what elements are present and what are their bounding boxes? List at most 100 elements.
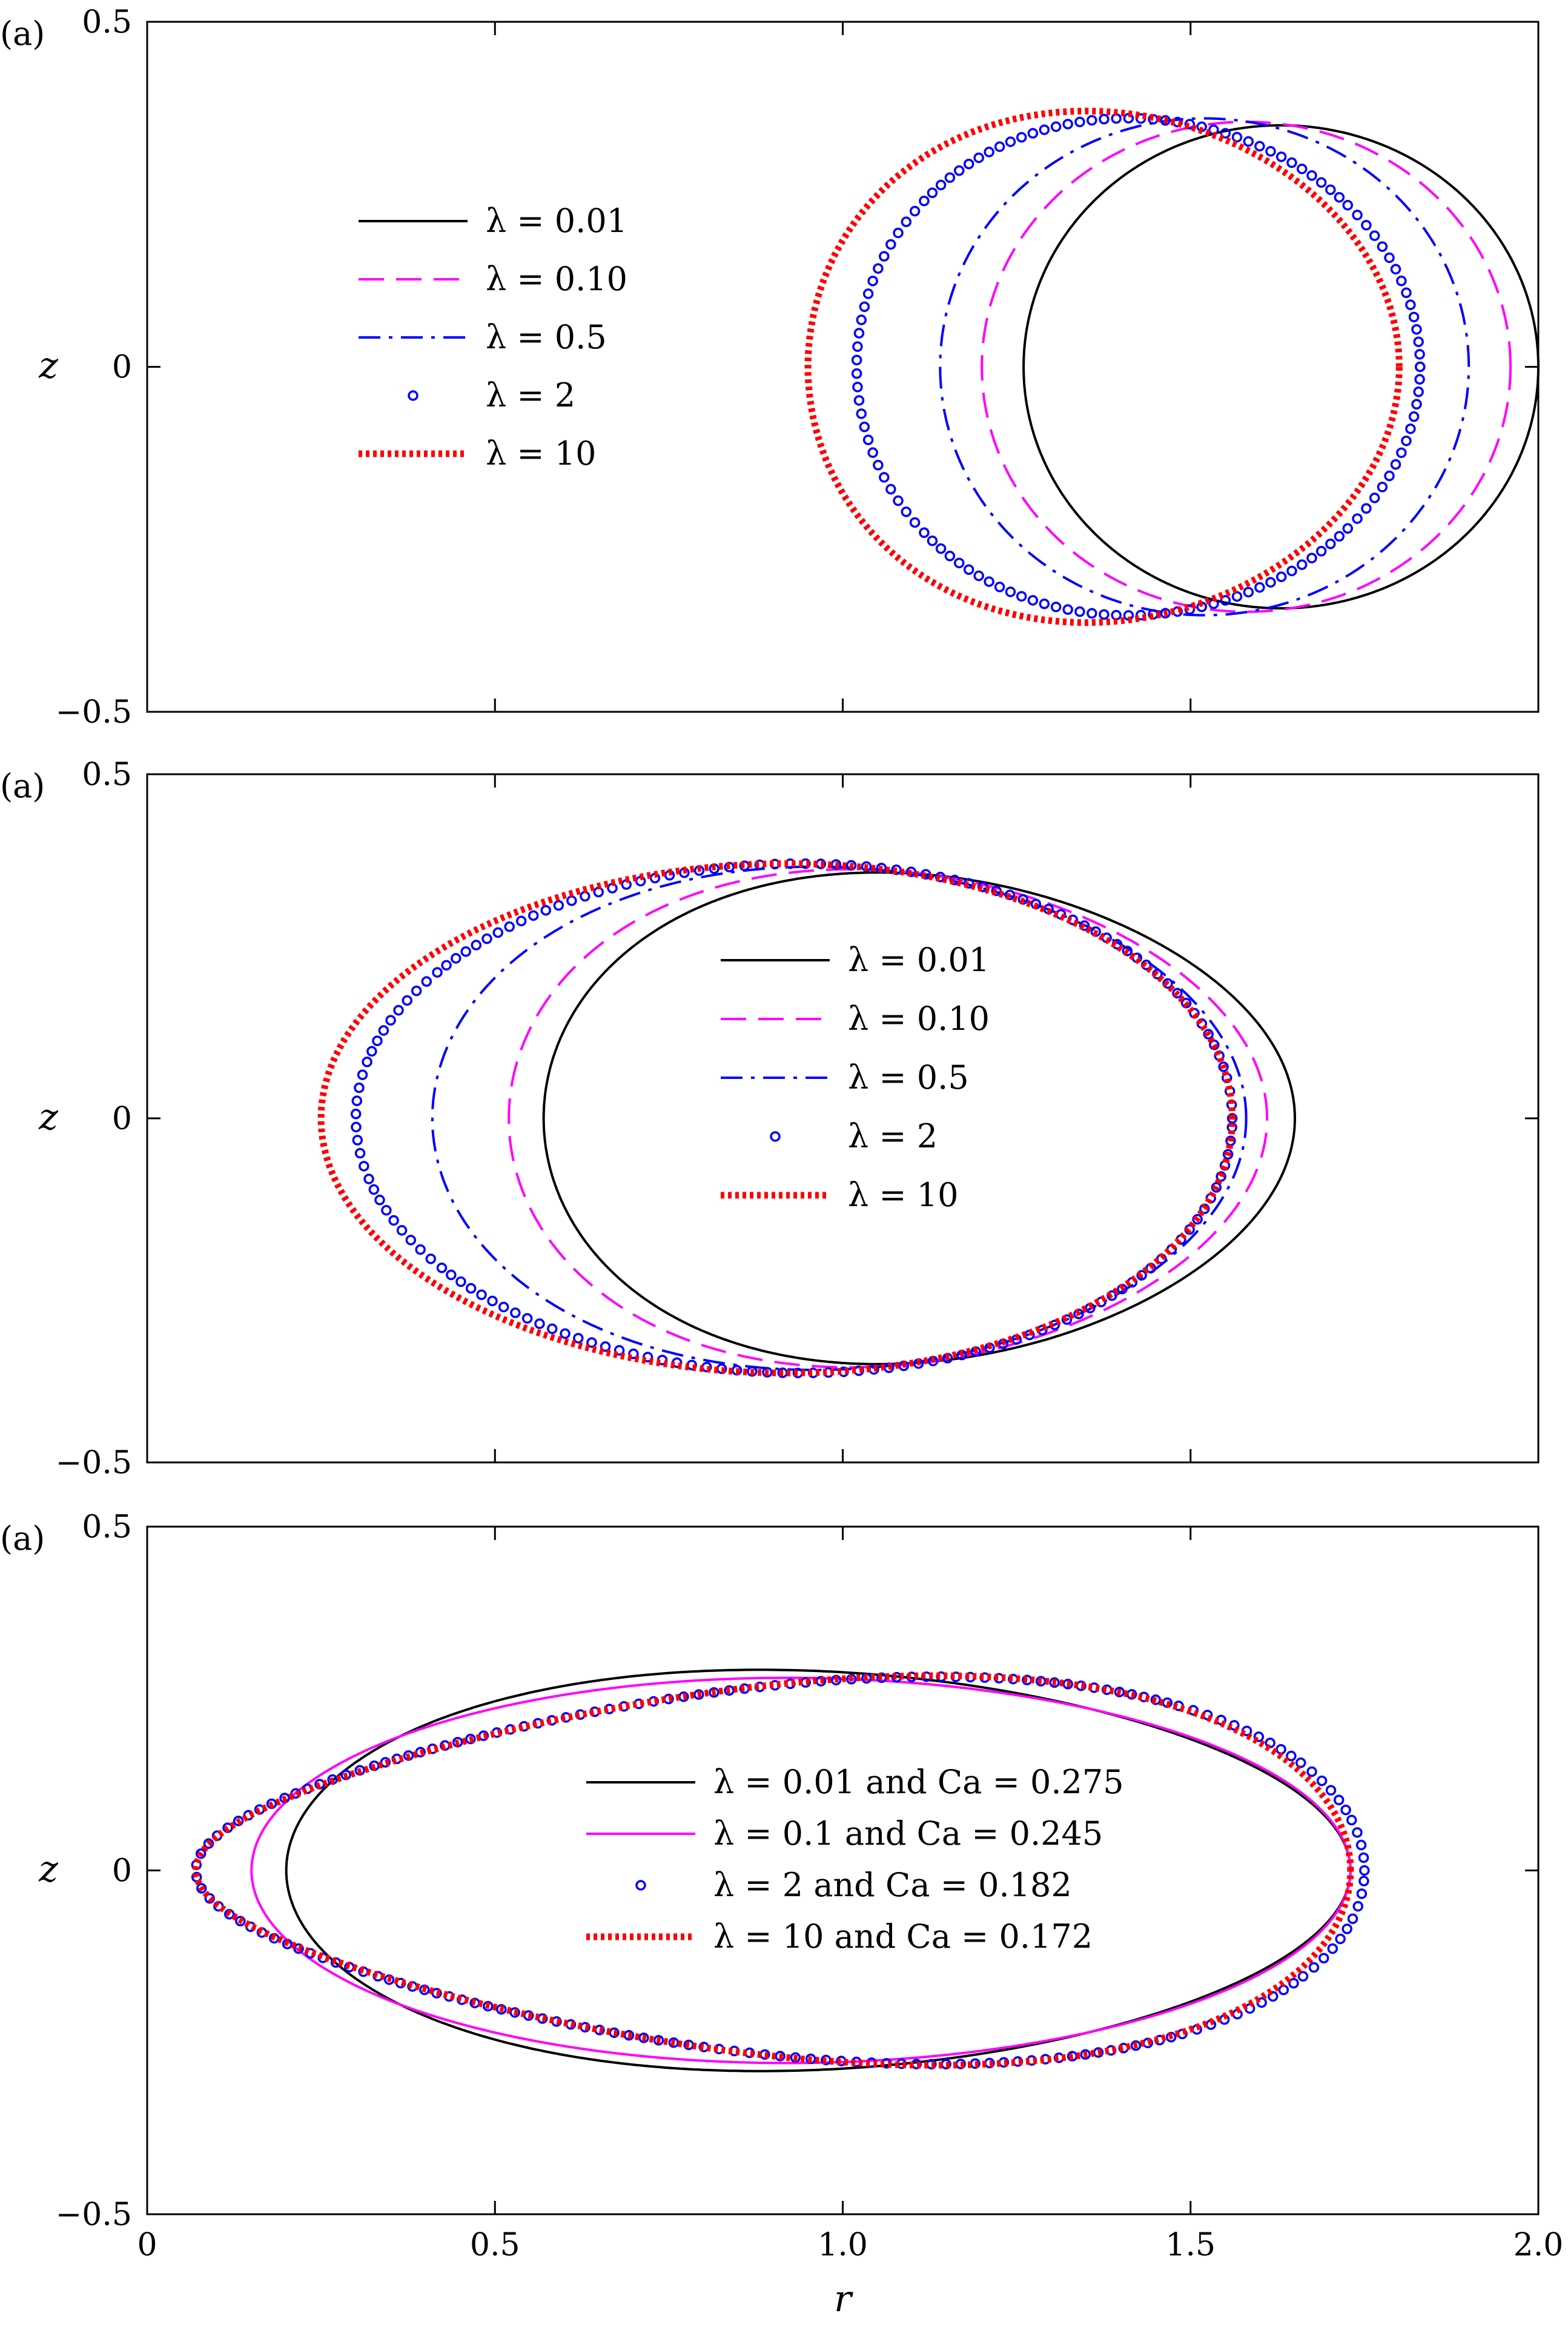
- data-point-marker: [638, 2032, 649, 2043]
- data-point-marker: [1296, 164, 1308, 174]
- data-point-marker: [893, 495, 904, 506]
- data-point-marker: [762, 1367, 773, 1378]
- data-point-marker: [1342, 523, 1354, 534]
- data-point-marker: [856, 408, 867, 419]
- data-point-marker: [393, 1004, 404, 1016]
- data-point-marker: [1074, 606, 1085, 617]
- data-point-marker: [1150, 1694, 1162, 1705]
- legend-label: λ = 0.01: [486, 202, 627, 240]
- data-point-marker: [1414, 374, 1425, 385]
- data-point-marker: [521, 1313, 533, 1324]
- y-tick-label: 0: [112, 1101, 132, 1137]
- data-point-marker: [362, 1057, 372, 1067]
- data-point-marker: [421, 976, 432, 987]
- data-point-marker: [984, 147, 994, 158]
- x-tick-label: 0.5: [470, 2227, 520, 2263]
- data-point-marker: [935, 543, 947, 554]
- y-tick-label: 0.5: [82, 1509, 132, 1545]
- data-point-marker: [856, 314, 867, 325]
- series-5-line: [317, 860, 1236, 1376]
- data-point-marker: [628, 1349, 639, 1359]
- data-point-marker: [402, 995, 412, 1006]
- data-point-marker: [1162, 978, 1173, 989]
- data-point-marker: [1377, 241, 1388, 252]
- data-point-marker: [973, 152, 984, 164]
- data-point-marker: [1340, 1804, 1351, 1816]
- data-point-marker: [1016, 131, 1027, 143]
- data-point-marker: [1039, 599, 1050, 609]
- data-point-marker: [1275, 151, 1287, 162]
- plot-frame: [146, 21, 1540, 713]
- data-point-marker: [1333, 1794, 1345, 1805]
- data-point-marker: [1268, 1991, 1279, 2002]
- data-point-marker: [441, 960, 452, 971]
- data-point-marker: [1253, 1731, 1265, 1742]
- data-point-marker: [1408, 411, 1420, 422]
- data-point-marker: [805, 2053, 816, 2065]
- data-point-marker: [623, 2029, 635, 2041]
- data-point-marker: [455, 1276, 466, 1287]
- legend: λ = 0.01 and Ca = 0.275 λ = 0.1 and Ca = …: [586, 1763, 1124, 1956]
- y-tick-label: 0: [112, 1853, 132, 1890]
- data-point-marker: [446, 1269, 457, 1281]
- legend-marker: [408, 390, 418, 401]
- data-point-marker: [867, 276, 878, 287]
- y-axis-label: z: [38, 1096, 58, 1138]
- data-point-marker: [1396, 447, 1407, 459]
- data-point-marker: [515, 915, 527, 927]
- data-point-marker: [1275, 571, 1287, 582]
- data-point-marker: [1346, 1814, 1357, 1826]
- data-point-marker: [853, 395, 865, 406]
- data-point-marker: [901, 216, 912, 227]
- data-point-marker: [859, 421, 870, 433]
- data-point-marker: [546, 1323, 558, 1335]
- data-point-marker: [1160, 115, 1171, 126]
- data-point-marker: [1160, 608, 1171, 619]
- legend-label: λ = 0.01: [848, 941, 990, 979]
- data-point-marker: [1027, 595, 1039, 606]
- data-point-marker: [953, 165, 965, 176]
- data-point-marker: [1265, 146, 1276, 157]
- data-point-marker: [357, 1069, 368, 1080]
- data-point-marker: [1384, 252, 1395, 264]
- data-point-marker: [481, 933, 492, 944]
- data-point-marker: [381, 1205, 392, 1216]
- data-point-marker: [600, 1341, 611, 1352]
- data-point-marker: [1390, 264, 1401, 275]
- data-point-marker: [1325, 184, 1336, 195]
- data-point-marker: [1220, 595, 1231, 606]
- data-point-marker: [1306, 170, 1317, 181]
- data-point-marker: [919, 195, 930, 207]
- data-point-marker: [1254, 141, 1265, 152]
- legend: λ = 0.01 λ = 0.10 λ = 0.5 λ = 2 λ = 10: [721, 941, 990, 1214]
- x-axis-label: r: [834, 2278, 853, 2320]
- data-point-marker: [1062, 1679, 1073, 1690]
- data-point-marker: [873, 263, 884, 274]
- legend-label: λ = 2: [848, 1117, 938, 1155]
- data-point-marker: [487, 1295, 498, 1307]
- data-point-marker: [460, 946, 471, 957]
- data-point-marker: [879, 251, 890, 262]
- data-point-marker: [203, 1838, 214, 1849]
- data-point-marker: [1369, 230, 1380, 241]
- data-point-marker: [1295, 1757, 1306, 1768]
- data-point-marker: [1401, 435, 1412, 446]
- data-point-marker: [560, 1328, 571, 1339]
- data-point-marker: [935, 179, 947, 191]
- data-point-marker: [372, 1035, 383, 1046]
- legend-marker: [635, 1880, 646, 1891]
- data-point-marker: [293, 1943, 304, 1954]
- series-1-line: [542, 871, 1296, 1365]
- data-point-marker: [1080, 2049, 1091, 2060]
- data-point-marker: [963, 158, 974, 170]
- data-point-marker: [919, 527, 930, 539]
- data-point-marker: [1296, 559, 1308, 570]
- data-point-marker: [1004, 889, 1016, 901]
- data-point-marker: [1073, 1309, 1084, 1319]
- data-point-marker: [1130, 2040, 1142, 2051]
- data-point-marker: [1356, 1888, 1368, 1899]
- data-point-marker: [859, 301, 870, 313]
- y-tick-label: −0.5: [56, 2197, 132, 2233]
- data-point-marker: [1306, 1766, 1317, 1777]
